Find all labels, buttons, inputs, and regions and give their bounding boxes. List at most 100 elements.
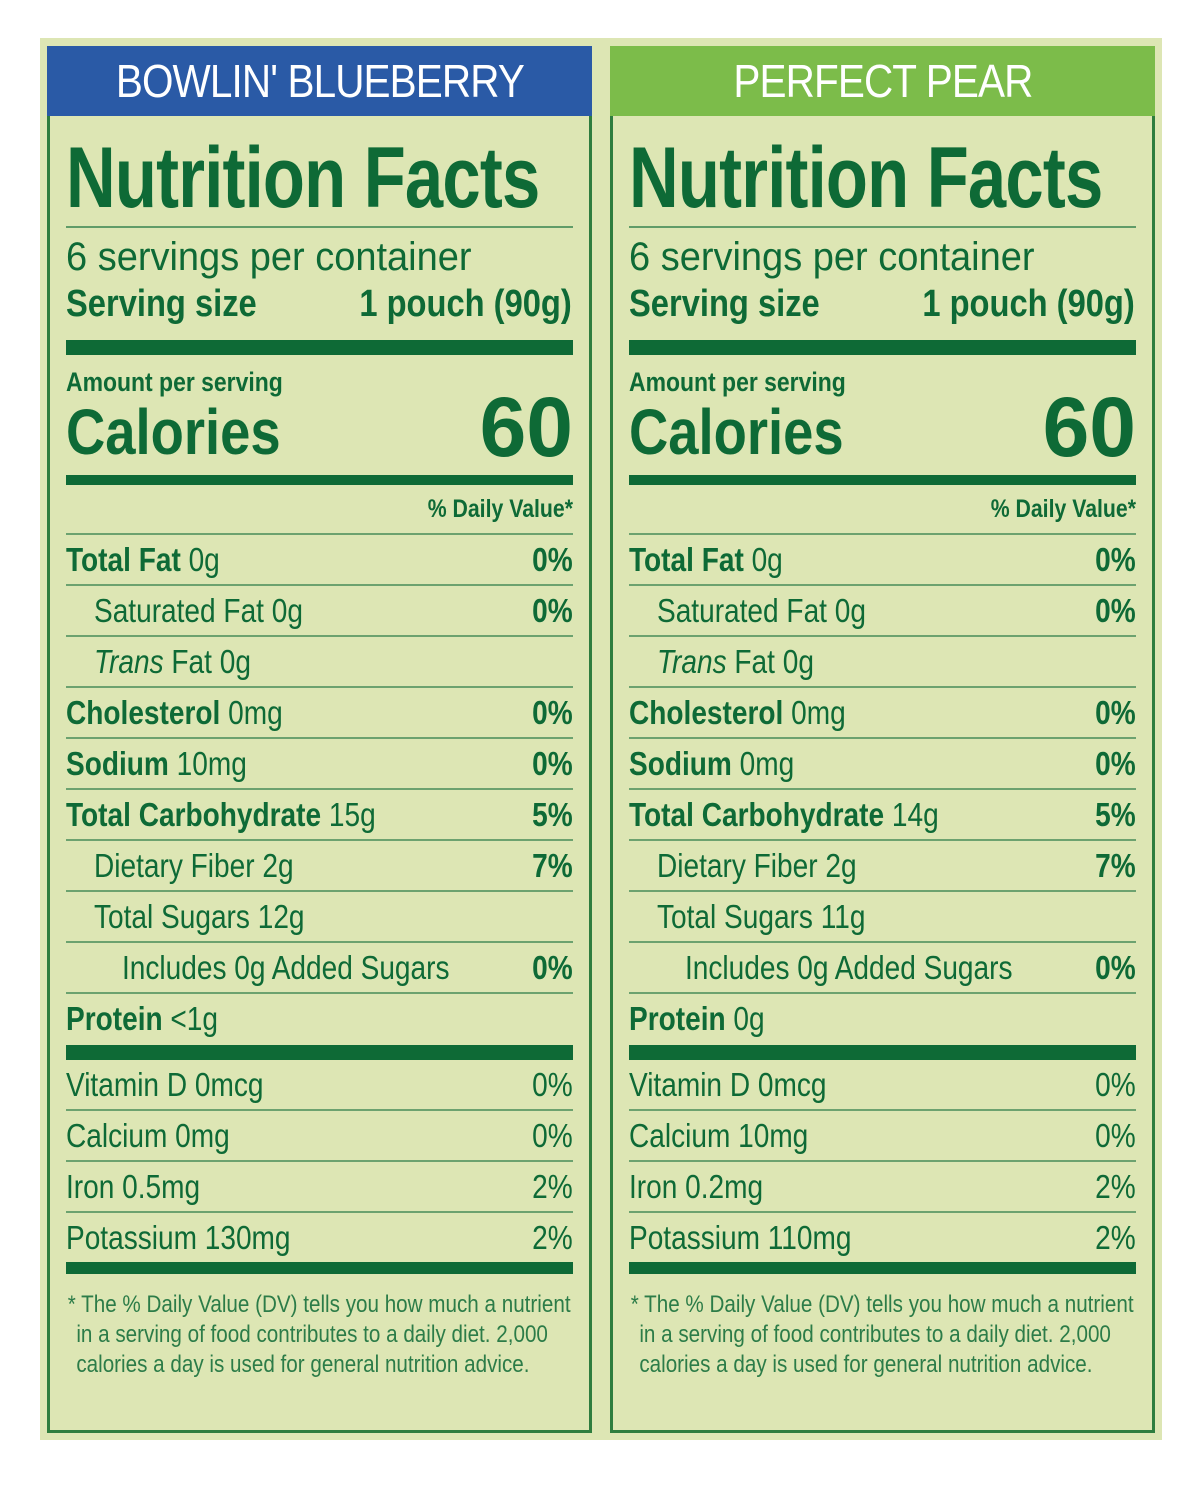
servings-per-container: 6 servings per container xyxy=(629,235,1035,279)
nutrient-label: Sodium 0mg xyxy=(629,745,794,783)
nutrient-label: Trans Fat 0g xyxy=(657,643,814,681)
vitamin-label: Potassium 110mg xyxy=(629,1219,851,1257)
vitamin-amount: 130mg xyxy=(204,1218,291,1256)
calories-label: Calories xyxy=(66,396,281,468)
vitamin-label: Calcium 0mg xyxy=(66,1117,230,1155)
nutrient-label: Dietary Fiber 2g xyxy=(94,847,294,885)
medium-divider xyxy=(629,475,1136,485)
nutrient-name: Total Carbohydrate xyxy=(66,795,322,833)
nutrient-label: Cholesterol 0mg xyxy=(66,694,283,732)
calories-value: 60 xyxy=(479,380,573,474)
vitamin-name: Potassium xyxy=(66,1218,197,1256)
nutrient-daily-value: 0% xyxy=(532,540,573,578)
nutrient-row: Total Sugars 11g xyxy=(629,890,1136,941)
nutrient-amount: 0mg xyxy=(791,693,846,731)
nutrient-row: Total Carbohydrate 15g 5% xyxy=(66,788,573,839)
flavor-name: PERFECT PEAR xyxy=(732,55,1033,107)
nutrient-daily-value: 0% xyxy=(1095,693,1136,731)
nutrient-label: Total Carbohydrate 15g xyxy=(66,796,376,834)
nutrient-daily-value: 7% xyxy=(1095,846,1136,884)
vitamin-name: Iron xyxy=(66,1167,115,1205)
nutrient-row: Cholesterol 0mg 0% xyxy=(629,686,1136,737)
servings-per-container: 6 servings per container xyxy=(66,235,472,279)
nutrient-name: Saturated Fat xyxy=(657,591,827,629)
amount-per-serving: Amount per serving xyxy=(629,367,846,397)
nutrient-row: Total Fat 0g 0% xyxy=(66,533,573,584)
nutrient-daily-value: 0% xyxy=(532,693,573,731)
vitamin-daily-value: 0% xyxy=(532,1065,573,1103)
nutrient-name: Fat xyxy=(734,642,775,680)
nutrient-name: Sodium xyxy=(629,744,732,782)
daily-value-header: % Daily Value* xyxy=(427,495,573,523)
nutrient-daily-value: 0% xyxy=(1095,744,1136,782)
label-box: Nutrition Facts 6 servings per container S… xyxy=(610,116,1155,1433)
amount-per-serving: Amount per serving xyxy=(66,367,283,397)
vitamin-amount: 0.5mg xyxy=(122,1167,201,1205)
nutrient-row: Sodium 0mg 0% xyxy=(629,737,1136,788)
thick-divider xyxy=(66,1262,573,1274)
nutrient-daily-value: 5% xyxy=(1095,795,1136,833)
vitamin-daily-value: 0% xyxy=(532,1116,573,1154)
vitamin-label: Iron 0.5mg xyxy=(66,1168,200,1206)
nutrient-label: Total Sugars 11g xyxy=(657,898,865,936)
nutrient-label: Total Carbohydrate 14g xyxy=(629,796,939,834)
nutrient-name: Total Fat xyxy=(66,540,181,578)
nutrient-daily-value: 5% xyxy=(532,795,573,833)
nutrient-amount: 14g xyxy=(891,795,939,833)
nutrient-label: Includes 0g Added Sugars xyxy=(122,949,450,987)
nutrition-facts-title: Nutrition Facts xyxy=(66,130,540,226)
nutrient-daily-value: 0% xyxy=(532,948,573,986)
serving-size: Serving size 1 pouch (90g) xyxy=(66,280,572,328)
nutrient-row: Total Carbohydrate 14g 5% xyxy=(629,788,1136,839)
nutrient-label: Protein 0g xyxy=(629,1000,765,1038)
nutrient-row: Trans Fat 0g xyxy=(66,635,573,686)
vitamin-name: Calcium xyxy=(629,1116,731,1154)
vitamin-daily-value: 2% xyxy=(532,1218,573,1256)
nutrient-amount: 0g xyxy=(733,999,765,1037)
calories-value: 60 xyxy=(1042,380,1136,474)
nutrient-name-italic: Trans xyxy=(657,642,727,680)
nutrient-amount: <1g xyxy=(170,999,219,1037)
nutrient-name: Total Fat xyxy=(629,540,744,578)
calories-row: Calories 60 xyxy=(629,385,1136,469)
nutrient-amount: 2g xyxy=(825,846,857,884)
vitamin-name: Iron xyxy=(629,1167,678,1205)
nutrient-label: Protein <1g xyxy=(66,1000,218,1038)
nutrient-amount: 0mg xyxy=(739,744,795,782)
thick-divider xyxy=(66,1045,573,1060)
flavor-header: PERFECT PEAR xyxy=(610,46,1155,116)
nutrient-amount: 0g xyxy=(751,540,783,578)
vitamin-daily-value: 2% xyxy=(532,1167,573,1205)
serving-size-value: 1 pouch (90g) xyxy=(359,283,572,325)
nutrient-amount: 0g xyxy=(834,591,866,629)
vitamin-label: Potassium 130mg xyxy=(66,1219,291,1257)
divider xyxy=(66,226,573,228)
vitamin-name: Vitamin D xyxy=(66,1065,188,1103)
nutrient-amount: 0g xyxy=(219,642,251,680)
calories-row: Calories 60 xyxy=(66,385,573,469)
nutrient-name: Includes 0g Added Sugars xyxy=(122,948,450,986)
vitamin-row: Iron 0.5mg 2% xyxy=(66,1160,573,1211)
divider xyxy=(629,226,1136,228)
nutrient-daily-value: 0% xyxy=(1095,540,1136,578)
nutrient-daily-value: 0% xyxy=(1095,591,1136,629)
vitamin-row: Iron 0.2mg 2% xyxy=(629,1160,1136,1211)
vitamin-daily-value: 0% xyxy=(1095,1116,1136,1154)
nutrient-daily-value: 0% xyxy=(532,744,573,782)
label-content: Nutrition Facts 6 servings per container S… xyxy=(66,116,573,1380)
nutrient-amount: 15g xyxy=(328,795,376,833)
nutrient-name: Total Carbohydrate xyxy=(629,795,885,833)
thick-divider xyxy=(629,1045,1136,1060)
vitamin-row: Calcium 10mg 0% xyxy=(629,1109,1136,1160)
thick-divider xyxy=(66,340,573,355)
nutrient-row: Cholesterol 0mg 0% xyxy=(66,686,573,737)
nutrient-label: Dietary Fiber 2g xyxy=(657,847,857,885)
nutrient-row: Saturated Fat 0g 0% xyxy=(66,584,573,635)
vitamin-row: Vitamin D 0mcg 0% xyxy=(66,1060,573,1109)
nutrient-amount: 10mg xyxy=(176,744,247,782)
nutrient-amount: 0g xyxy=(782,642,814,680)
label-panel: BOWLIN' BLUEBERRY Nutrition Facts 6 servin… xyxy=(47,46,592,1433)
nutrient-daily-value: 0% xyxy=(1095,948,1136,986)
nutrient-name: Protein xyxy=(66,999,163,1037)
serving-size-label: Serving size xyxy=(629,283,820,325)
